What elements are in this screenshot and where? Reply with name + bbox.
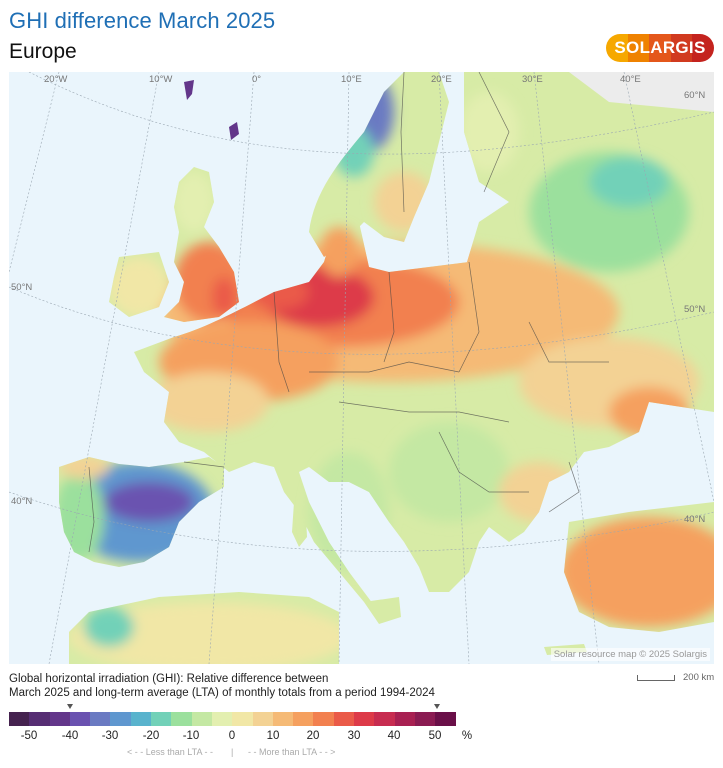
legend-unit: % [461, 730, 473, 742]
legend-swatch [354, 712, 375, 726]
map-canvas [9, 72, 714, 664]
solargis-logo[interactable]: SOLARGIS [606, 34, 714, 62]
legend-swatch [29, 712, 50, 726]
map-subtitle: Europe [9, 40, 77, 63]
legend-tick: 0 [228, 730, 236, 742]
legend-swatch [293, 712, 314, 726]
less-than-lta-label: < - - Less than LTA - - [127, 747, 213, 757]
lat-label-50n-right: 50°N [684, 304, 706, 315]
lat-label-50n-left: 50°N [11, 282, 33, 293]
legend-swatch [272, 712, 294, 726]
legend-max-marker-icon [434, 704, 440, 709]
legend-tick: 30 [347, 730, 361, 742]
lat-label-40n-right: 40°N [684, 514, 706, 525]
legend-swatch [252, 712, 273, 726]
lon-label-0: 0° [252, 74, 262, 85]
logo-text: SOLARGIS [614, 38, 706, 57]
legend-ticks: -50 -40 -30 -20 -10 0 10 20 30 40 50 % [0, 730, 723, 744]
legend-swatch [191, 712, 212, 726]
lat-label-40n-left: 40°N [11, 496, 33, 507]
lon-label-10w: 10°W [149, 74, 173, 85]
legend-tick: 10 [266, 730, 280, 742]
scale-bar-line [637, 674, 675, 681]
legend-swatch [130, 712, 152, 726]
legend-tick: -30 [101, 730, 119, 742]
map-credit: Solar resource map © 2025 Solargis [550, 648, 710, 661]
description-line-2: March 2025 and long-term average (LTA) o… [9, 687, 435, 699]
legend-swatch [90, 712, 111, 726]
lon-label-20w: 20°W [44, 74, 68, 85]
legend-tick: 50 [428, 730, 442, 742]
legend-tick: -40 [61, 730, 79, 742]
legend-swatch [232, 712, 253, 726]
scale-bar: 200 km [637, 672, 714, 683]
more-than-lta-label: - - More than LTA - - > [248, 747, 336, 757]
legend-swatch [110, 712, 131, 726]
legend-min-marker-icon [67, 704, 73, 709]
legend-swatch [333, 712, 355, 726]
legend-swatch [151, 712, 172, 726]
legend-tick: 40 [387, 730, 401, 742]
legend-swatch [313, 712, 334, 726]
color-legend [9, 712, 456, 726]
legend-tick: -20 [142, 730, 160, 742]
legend-swatch [69, 712, 91, 726]
europe-ghi-map[interactable]: 20°W 10°W 0° 10°E 20°E 30°E 40°E 50°N 40… [9, 72, 714, 664]
lon-label-10e: 10°E [341, 74, 362, 85]
legend-swatch [49, 712, 70, 726]
map-description: Global horizontal irradiation (GHI): Rel… [9, 672, 435, 700]
lon-label-30e: 30°E [522, 74, 543, 85]
legend-swatch [211, 712, 233, 726]
legend-swatch [9, 712, 30, 726]
scale-bar-label: 200 km [683, 672, 715, 683]
legend-swatch [394, 712, 415, 726]
lon-label-40e: 40°E [620, 74, 641, 85]
legend-swatch [435, 712, 456, 726]
legend-swatch [171, 712, 192, 726]
description-line-1: Global horizontal irradiation (GHI): Rel… [9, 673, 329, 685]
legend-tick: -50 [20, 730, 38, 742]
lta-separator: | [231, 747, 234, 757]
lon-label-20e: 20°E [431, 74, 452, 85]
legend-swatch [374, 712, 395, 726]
map-title: GHI difference March 2025 [9, 8, 276, 33]
legend-tick: 20 [306, 730, 320, 742]
lat-label-60n-right: 60°N [684, 90, 706, 101]
legend-swatch [414, 712, 436, 726]
legend-tick: -10 [182, 730, 200, 742]
